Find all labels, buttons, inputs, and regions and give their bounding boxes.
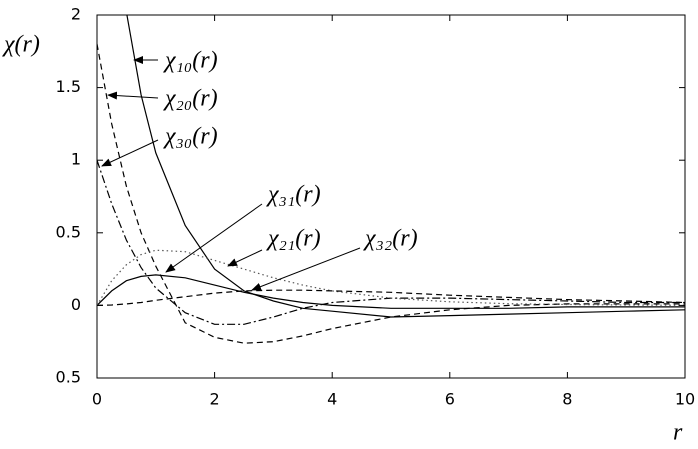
series-label: χ₃₀(r): [163, 124, 218, 150]
series-label: χ₂₀(r): [163, 86, 218, 112]
y-tick-label: 1: [71, 150, 81, 169]
annotation-arrow: [101, 139, 159, 167]
y-tick-label: 1.5: [56, 77, 81, 96]
x-tick-label: 0: [92, 390, 102, 409]
series-label: χ₃₂(r): [363, 226, 418, 252]
x-axis-label: r: [673, 420, 683, 446]
series-label: χ₃₁(r): [266, 182, 321, 208]
x-tick-label: 8: [562, 390, 572, 409]
series-line: [97, 274, 685, 309]
annotation-arrow: [165, 203, 263, 273]
y-tick-label: 0.5: [56, 368, 81, 387]
annotation-arrow: [227, 249, 263, 267]
x-tick-label: 6: [445, 390, 455, 409]
plot-frame: [96, 14, 686, 379]
y-tick-label: 0.5: [56, 222, 81, 241]
annotation-arrow: [251, 247, 361, 291]
y-axis-label: χ(r): [2, 32, 40, 58]
series-label: χ₁₀(r): [163, 48, 218, 74]
series-line: [97, 160, 685, 325]
x-tick-label: 10: [675, 390, 695, 409]
series-line: [97, 43, 685, 344]
annotation-arrow: [107, 91, 159, 100]
series-line: [97, 289, 685, 306]
y-tick-label: 0: [71, 295, 81, 314]
x-tick-label: 4: [327, 390, 337, 409]
lines: [97, 15, 685, 344]
x-tick-label: 2: [210, 390, 220, 409]
y-tick-label: 2: [71, 5, 81, 24]
series-line: [126, 15, 685, 318]
series-label: χ₂₁(r): [266, 226, 321, 252]
